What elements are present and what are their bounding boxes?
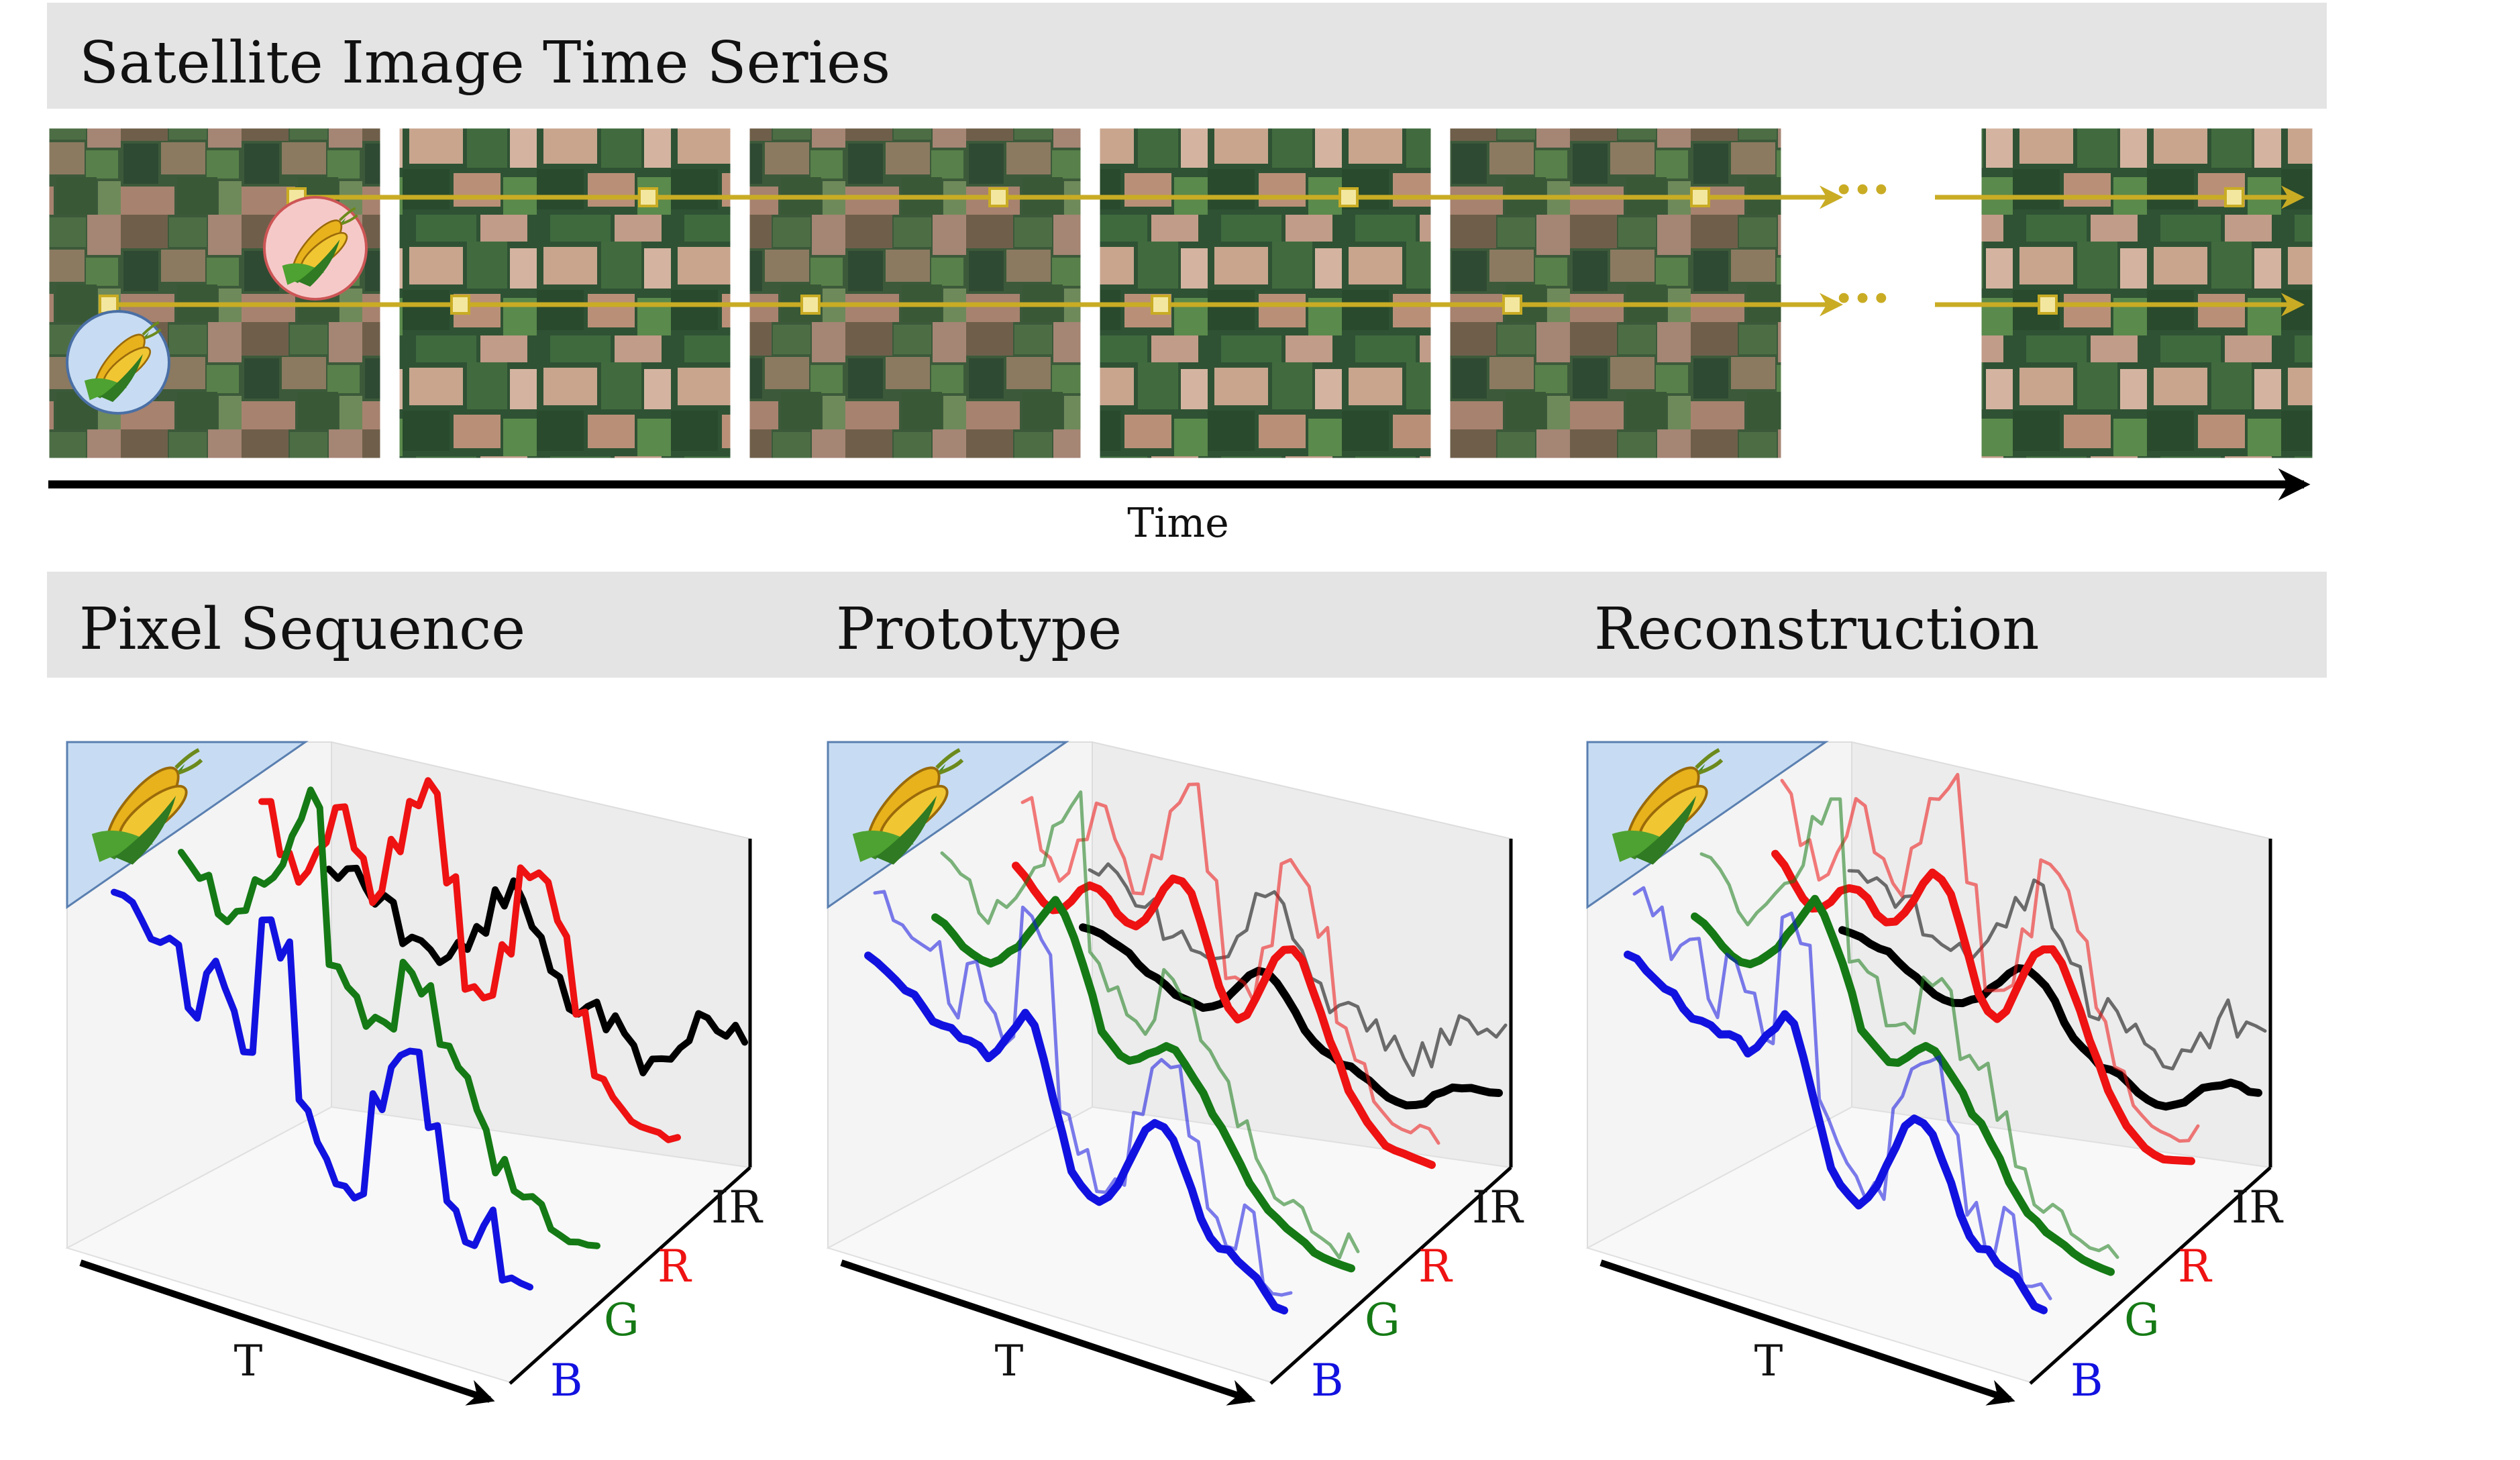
band-label-g: G [2124, 1294, 2160, 1346]
band-curve [1847, 869, 2267, 1071]
satellite-tile [1448, 126, 1783, 460]
band-curve [1632, 886, 2052, 1300]
t-axis-label: T [995, 1337, 1024, 1386]
section-banner [47, 572, 2327, 678]
pixel-marker [638, 187, 658, 207]
band-curve [931, 896, 1355, 1273]
band-curve [258, 777, 681, 1143]
band-label-b: B [1311, 1355, 1344, 1406]
satellite-tile [397, 126, 733, 460]
crop-corner-badge [827, 741, 1069, 909]
crop-badge-top [263, 196, 368, 301]
crop-corner-badge [1586, 741, 1829, 909]
panel-prototype: T BGR IR [826, 741, 1524, 1406]
section-title-pixel-sequence: Pixel Sequence [79, 596, 526, 663]
pixel-marker [988, 187, 1008, 207]
satellite-tiles [47, 126, 2315, 460]
crop-badge-bottom [66, 310, 170, 415]
band-curve [1624, 950, 2048, 1314]
page-title: Satellite Image Time Series [79, 30, 891, 97]
pixel-tracks [99, 185, 2305, 317]
band-label-r: R [658, 1241, 692, 1292]
timeline-ellipsis-bottom: ··· [1834, 266, 1891, 329]
section-title-prototype: Prototype [836, 596, 1122, 663]
band-curve [1691, 894, 2115, 1276]
header-banner [47, 3, 2327, 109]
band-label-ir: IR [711, 1182, 764, 1233]
pixel-marker [2224, 187, 2244, 207]
pixel-marker [2038, 295, 2058, 315]
pixel-marker [800, 295, 821, 315]
band-label-ir: IR [2232, 1182, 2284, 1233]
band-curve [111, 888, 533, 1291]
band-label-g: G [604, 1294, 639, 1346]
t-axis-arrow [79, 1259, 495, 1406]
satellite-tile [1979, 126, 2315, 460]
pixel-marker [1502, 295, 1522, 315]
t-axis-arrow [840, 1259, 1256, 1406]
band-curve [1780, 772, 2200, 1143]
band-curve [873, 890, 1293, 1297]
pixel-marker [1151, 295, 1171, 315]
band-label-b: B [2070, 1355, 2103, 1406]
crop-corner-badge [66, 741, 309, 909]
panel-reconstruction: T BGR IR [1585, 741, 2284, 1406]
band-curve [178, 786, 600, 1249]
band-curve [1088, 862, 1508, 1078]
band-label-ir: IR [1472, 1182, 1524, 1233]
pixel-marker [450, 295, 470, 315]
t-axis-arrow [1599, 1259, 2015, 1406]
band-label-g: G [1365, 1294, 1400, 1346]
band-curve [940, 790, 1360, 1260]
satellite-tile [747, 126, 1083, 460]
timeline-ellipsis-top: ··· [1834, 158, 1891, 221]
band-label-r: R [2178, 1241, 2213, 1292]
section-title-reconstruction: Reconstruction [1594, 596, 2040, 663]
band-curve [1079, 923, 1503, 1110]
band-curve [1699, 797, 2119, 1259]
band-label-r: R [1418, 1241, 1453, 1292]
band-curve [1020, 782, 1440, 1145]
time-axis-label: Time [1127, 500, 1229, 547]
pixel-marker [1338, 187, 1359, 207]
satellite-tile [1098, 126, 1433, 460]
t-axis-label: T [1754, 1337, 1783, 1386]
panel-pixel-sequence: T BGR IR [65, 741, 764, 1406]
band-label-b: B [550, 1355, 583, 1406]
pixel-marker [1690, 187, 1710, 207]
band-curve [1838, 926, 2262, 1111]
t-axis-label: T [234, 1337, 263, 1386]
band-curve [325, 864, 748, 1077]
band-curve [864, 951, 1288, 1315]
